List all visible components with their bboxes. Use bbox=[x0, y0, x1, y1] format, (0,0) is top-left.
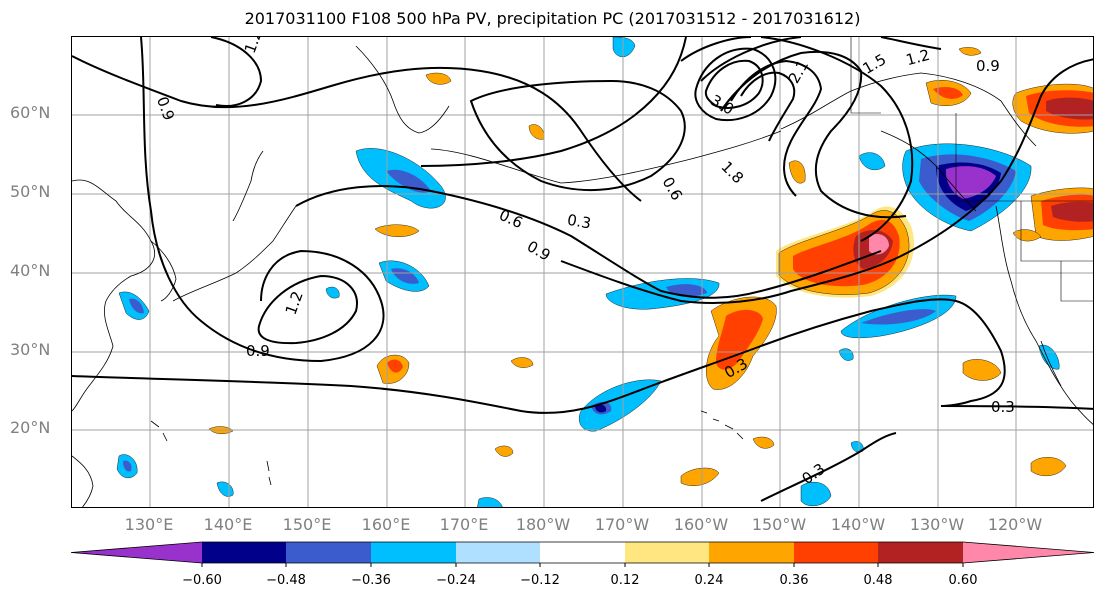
mariana-islands bbox=[266, 460, 272, 486]
pv-contours bbox=[72, 37, 1093, 502]
philippines-coast bbox=[72, 455, 94, 507]
precip-area-small-9 bbox=[325, 286, 340, 299]
lon-label-140w: 140°W bbox=[830, 515, 886, 534]
contour-0p3-north bbox=[72, 298, 1093, 414]
contour-label: 1.2 bbox=[904, 46, 932, 70]
precip-area-small-8 bbox=[800, 481, 832, 507]
lat-label-20n: 20°N bbox=[10, 418, 51, 437]
colorbar-tick: 0.36 bbox=[779, 573, 809, 588]
colorbar-segment bbox=[878, 542, 963, 563]
asia-coast bbox=[72, 179, 156, 412]
contour-3p0 bbox=[704, 59, 764, 109]
lat-label-40n: 40°N bbox=[10, 261, 51, 280]
contour-label: 0.9 bbox=[246, 342, 270, 360]
precip-area-small-10 bbox=[850, 441, 864, 453]
contour-label: 0.9 bbox=[976, 57, 1000, 75]
contour-1p2-west bbox=[210, 37, 263, 107]
colorbar-tick: 0.24 bbox=[694, 573, 724, 588]
graticule bbox=[72, 37, 1093, 507]
map-panel: 1.2 0.9 1.2 0.9 0.6 0.3 0.9 0.6 1.8 2.1 … bbox=[71, 36, 1094, 508]
lon-label-170w: 170°W bbox=[594, 515, 650, 534]
kamchatka-coast bbox=[355, 45, 450, 134]
lon-label-150w: 150°W bbox=[751, 515, 807, 534]
contour-1p2-east bbox=[700, 37, 942, 82]
lon-label-120w: 120°W bbox=[987, 515, 1043, 534]
precip-small-pos-10 bbox=[494, 445, 514, 457]
colorbar-segment bbox=[794, 542, 878, 563]
precip-small-pos-11 bbox=[752, 436, 775, 449]
lon-label-150e: 150°E bbox=[282, 515, 332, 534]
contour-0p9-loop bbox=[469, 79, 686, 191]
contour-0p9-outer bbox=[72, 55, 642, 202]
contour-0p6-central bbox=[295, 185, 882, 299]
precip-small-pos-6 bbox=[788, 160, 806, 184]
lon-label-130w: 130°W bbox=[909, 515, 965, 534]
map-title: 2017031100 F108 500 hPa PV, precipitatio… bbox=[244, 9, 861, 28]
colorbar-tick: −0.48 bbox=[266, 573, 306, 588]
precip-area-small-2 bbox=[858, 152, 886, 171]
lon-label-180w: 180°W bbox=[515, 515, 571, 534]
contour-2p1 bbox=[740, 71, 796, 142]
contour-0p9-west bbox=[140, 37, 385, 363]
colorbar-segment bbox=[371, 542, 456, 563]
ryukyu-islands bbox=[150, 420, 168, 442]
precip-small-pos-7 bbox=[962, 359, 1002, 381]
contour-east-large bbox=[680, 37, 914, 242]
precip-small-pos-8 bbox=[1030, 457, 1067, 477]
precip-area-small-7 bbox=[477, 497, 503, 507]
country-borders bbox=[850, 37, 1093, 302]
colorbar-segment bbox=[540, 542, 625, 563]
lat-label-60n: 60°N bbox=[10, 103, 51, 122]
colorbar-segment bbox=[625, 542, 709, 563]
baja-coast bbox=[1040, 340, 1062, 387]
map-canvas: 1.2 0.9 1.2 0.9 0.6 0.3 0.9 0.6 1.8 2.1 … bbox=[72, 37, 1093, 507]
colorbar-tick: −0.24 bbox=[436, 573, 476, 588]
precip-small-pos-9 bbox=[680, 467, 720, 486]
contour-0p9-east bbox=[560, 58, 1093, 304]
contour-1p8 bbox=[730, 59, 823, 197]
precip-area-small-4 bbox=[1038, 344, 1060, 370]
lon-label-160e: 160°E bbox=[361, 515, 411, 534]
korea-coast bbox=[150, 240, 177, 302]
lat-label-30n: 30°N bbox=[10, 340, 51, 359]
bc-coast bbox=[880, 130, 977, 212]
colorbar-segment bbox=[456, 542, 540, 563]
precip-small-pos-14 bbox=[958, 47, 982, 56]
colorbar-segment bbox=[286, 542, 371, 563]
colorbar-extend-max bbox=[963, 542, 1094, 563]
colorbar-segment bbox=[709, 542, 794, 563]
colorbar-tick: 0.48 bbox=[863, 573, 893, 588]
colorbar-tick: −0.60 bbox=[182, 573, 222, 588]
colorbar-tick: −0.12 bbox=[520, 573, 560, 588]
precip-small-pos-1 bbox=[425, 72, 452, 85]
contour-2p7-loop bbox=[694, 47, 777, 122]
precip-small-pos-13 bbox=[1012, 229, 1042, 242]
lon-label-130e: 130°E bbox=[124, 515, 174, 534]
contour-label: 0.3 bbox=[566, 211, 593, 233]
colorbar-extend-min bbox=[71, 542, 202, 563]
precip-area-small-1 bbox=[612, 37, 636, 58]
contour-1p2-loop bbox=[257, 274, 358, 345]
japan-islands bbox=[172, 150, 297, 302]
lon-label-170e: 170°E bbox=[439, 515, 489, 534]
lat-label-50n: 50°N bbox=[10, 182, 51, 201]
hawaii-islands bbox=[700, 410, 744, 440]
alaska-coast bbox=[780, 72, 1037, 147]
colorbar-segment bbox=[202, 542, 286, 563]
colorbar-tick: 0.60 bbox=[948, 573, 978, 588]
precip-negative-areas bbox=[116, 37, 1060, 507]
colorbar-tick: 0.12 bbox=[610, 573, 640, 588]
colorbar-tick: −0.36 bbox=[351, 573, 391, 588]
lon-label-160w: 160°W bbox=[673, 515, 729, 534]
precip-small-pos-5 bbox=[510, 357, 534, 368]
lon-label-140e: 140°E bbox=[203, 515, 253, 534]
precip-area-hawaii-west bbox=[578, 379, 662, 432]
contour-0p6-east bbox=[420, 37, 687, 167]
contour-label: 0.3 bbox=[991, 398, 1015, 416]
contour-0p3-southeast bbox=[760, 432, 897, 502]
contour-1p5 bbox=[720, 50, 907, 219]
